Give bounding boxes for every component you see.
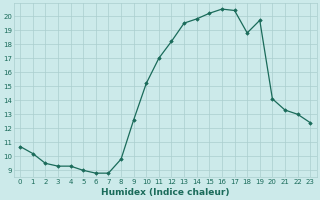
X-axis label: Humidex (Indice chaleur): Humidex (Indice chaleur) (101, 188, 229, 197)
